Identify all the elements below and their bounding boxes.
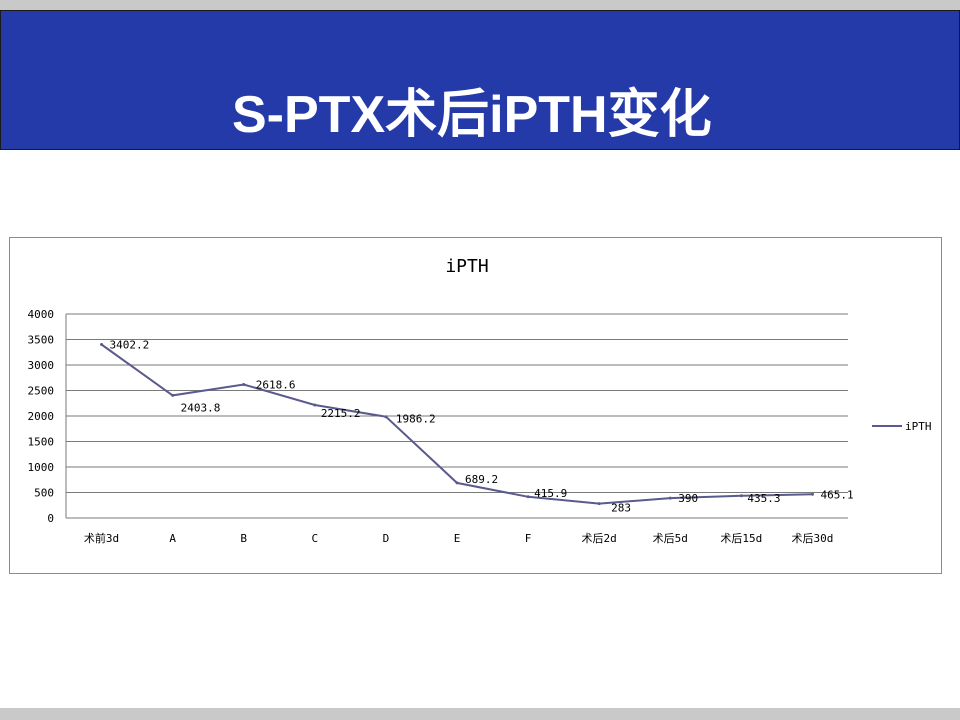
title-banner	[0, 10, 960, 150]
data-point	[455, 481, 459, 485]
data-point	[171, 393, 175, 397]
data-point	[242, 382, 246, 386]
top-strip	[0, 0, 960, 10]
data-point	[597, 502, 601, 506]
x-tick-label: C	[312, 532, 319, 545]
y-tick-label: 2500	[28, 385, 55, 398]
data-label: 1986.2	[396, 413, 436, 426]
y-tick-label: 0	[47, 512, 54, 525]
data-label: 2215.2	[321, 407, 361, 420]
data-label: 465.1	[820, 488, 853, 501]
x-tick-label: D	[383, 532, 390, 545]
x-tick-label: E	[454, 532, 461, 545]
data-point	[313, 403, 317, 407]
x-tick-label: 术前3d	[84, 531, 119, 545]
x-tick-label: A	[169, 532, 176, 545]
data-point	[739, 494, 743, 498]
data-label: 283	[611, 502, 631, 515]
y-tick-label: 1000	[28, 461, 55, 474]
x-tick-label: 术后15d	[720, 532, 762, 545]
y-tick-label: 1500	[28, 436, 55, 449]
data-label: 689.2	[465, 473, 498, 486]
data-label: 390	[678, 492, 698, 505]
data-label: 2618.6	[256, 378, 296, 391]
data-label: 415.9	[534, 487, 567, 500]
y-tick-label: 3000	[28, 359, 55, 372]
slide-title: S-PTX术后iPTH变化	[232, 86, 712, 144]
y-tick-label: 500	[34, 487, 54, 500]
x-tick-label: 术后30d	[792, 532, 834, 545]
x-tick-label: 术后5d	[653, 532, 688, 545]
chart-title: iPTH	[445, 256, 488, 277]
y-tick-label: 3500	[28, 334, 55, 347]
y-tick-label: 4000	[28, 308, 55, 321]
legend-label-ipth: iPTH	[905, 420, 932, 433]
data-label: 435.3	[747, 492, 780, 505]
bottom-strip	[0, 708, 960, 720]
x-tick-label: B	[240, 532, 247, 545]
series-line-ipth	[100, 343, 813, 505]
data-point	[100, 342, 104, 346]
y-tick-label: 2000	[28, 410, 55, 423]
data-label: 3402.2	[110, 338, 150, 351]
data-point	[810, 492, 814, 496]
x-tick-label: 术后2d	[582, 532, 617, 545]
data-point	[384, 415, 388, 419]
data-label: 2403.8	[181, 401, 221, 414]
x-tick-label: F	[525, 532, 532, 545]
data-point	[668, 496, 672, 500]
data-point	[526, 495, 530, 499]
